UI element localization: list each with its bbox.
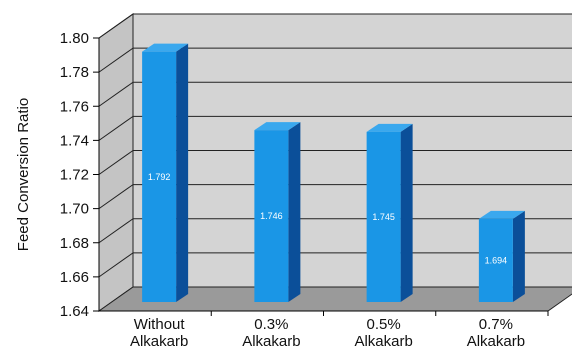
bar-data-label: 1.694 bbox=[485, 255, 508, 265]
gridline-side bbox=[98, 150, 134, 175]
bar-side bbox=[400, 123, 413, 302]
gridline-side bbox=[98, 47, 134, 73]
bar-front bbox=[142, 51, 177, 303]
y-tick-label: 1.78 bbox=[60, 64, 89, 81]
bar: 1.745 bbox=[366, 123, 413, 302]
bar-top bbox=[142, 43, 189, 52]
bar-data-label: 1.745 bbox=[372, 212, 395, 222]
y-tick-label: 1.68 bbox=[60, 235, 89, 252]
y-tick-label: 1.64 bbox=[60, 303, 89, 320]
bar-data-label: 1.746 bbox=[260, 211, 283, 221]
y-tick-label: 1.72 bbox=[60, 167, 89, 184]
gridline-side bbox=[98, 184, 134, 210]
bar-side bbox=[512, 210, 525, 302]
y-tick-label: 1.80 bbox=[60, 30, 89, 47]
x-category-label: 0.7% Alkakarb bbox=[467, 316, 525, 350]
bar: 1.694 bbox=[478, 210, 525, 302]
gridline-side bbox=[98, 218, 134, 244]
x-category-label-line: 0.3% bbox=[254, 316, 288, 333]
y-tick-label: 1.70 bbox=[60, 201, 89, 218]
gridline-side bbox=[98, 252, 134, 278]
y-tick-label: 1.76 bbox=[60, 98, 89, 115]
bar-top bbox=[254, 122, 301, 131]
bar-front bbox=[254, 130, 289, 302]
x-category-label-line: Alkakarb bbox=[467, 333, 525, 350]
bar-front bbox=[478, 218, 513, 302]
bar: 1.792 bbox=[142, 43, 189, 303]
y-tick-label: 1.66 bbox=[60, 269, 89, 286]
x-category-label-line: Without bbox=[134, 316, 186, 333]
x-category-label: 0.5% Alkakarb bbox=[354, 316, 412, 350]
x-category-label-line: 0.7% bbox=[479, 316, 513, 333]
bar-side bbox=[176, 43, 189, 303]
bar-side bbox=[288, 122, 301, 302]
bar-front bbox=[366, 131, 401, 302]
gridline-side bbox=[98, 115, 134, 141]
axes bbox=[93, 37, 549, 316]
gridline-side bbox=[98, 81, 134, 107]
x-category-label: 0.3% Alkakarb bbox=[242, 316, 300, 350]
y-tick-labels: 1.64 1.66 1.68 1.70 1.72 1.74 1.76 1.78 1.80 bbox=[60, 30, 89, 320]
y-axis-label: Feed Conversion Ratio bbox=[15, 98, 32, 251]
bars: 1.792 1.746 1.745 1.694 bbox=[142, 43, 525, 303]
bar-data-label: 1.792 bbox=[148, 172, 171, 182]
bar: 1.746 bbox=[254, 122, 301, 302]
x-category-label-line: Alkakarb bbox=[354, 333, 412, 350]
x-category-label-line: 0.5% bbox=[367, 316, 401, 333]
gridline-side bbox=[98, 13, 134, 39]
x-category-label: Without Alkakarb bbox=[130, 316, 188, 350]
bar-top bbox=[478, 210, 525, 219]
x-category-label-line: Alkakarb bbox=[130, 333, 188, 350]
y-tick-label: 1.74 bbox=[60, 132, 89, 149]
x-category-label-line: Alkakarb bbox=[242, 333, 300, 350]
bar-top bbox=[366, 123, 413, 132]
